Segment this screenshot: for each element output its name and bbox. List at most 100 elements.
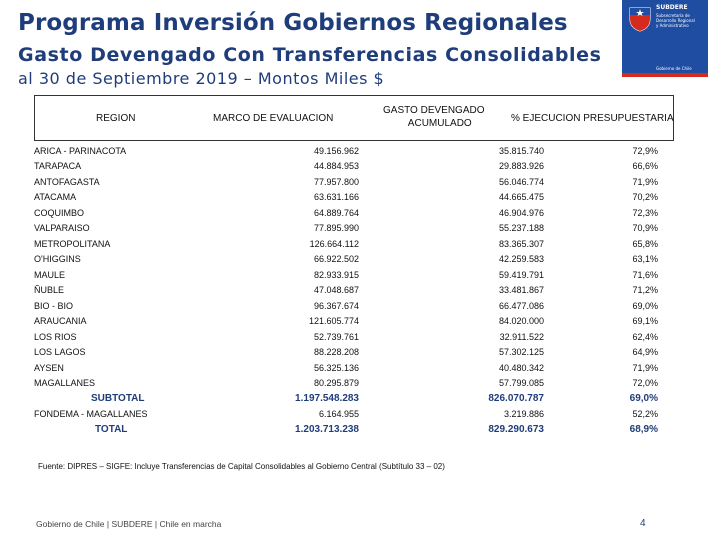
pct-cell: 66,6% [632, 161, 658, 172]
region-cell: METROPOLITANA [34, 238, 111, 249]
logo-red-bar [622, 73, 708, 77]
region-cell: TOTAL [95, 424, 128, 436]
marco-cell: 52.739.761 [313, 331, 359, 342]
header-region: REGION [96, 113, 136, 124]
marco-cell: 77.895.990 [313, 223, 359, 234]
marco-cell: 63.631.166 [313, 192, 359, 203]
table-row: LOS RIOS 52.739.761 32.911.522 62,4% [33, 329, 674, 345]
marco-cell: 56.325.136 [313, 362, 359, 373]
gasto-cell: 83.365.307 [498, 238, 544, 249]
marco-cell: 1.197.548.283 [295, 393, 359, 405]
table-header-frame [34, 95, 674, 141]
region-cell: ÑUBLE [34, 285, 65, 296]
marco-cell: 126.664.112 [309, 238, 359, 249]
region-cell: O'HIGGINS [34, 254, 81, 265]
logo-name: SUBDERE [656, 4, 688, 11]
gasto-cell: 57.302.125 [498, 347, 544, 358]
region-cell: MAGALLANES [34, 378, 96, 389]
gasto-cell: 66.477.086 [498, 300, 544, 311]
source-footnote: Fuente: DIPRES – SIGFE: Incluye Transfer… [38, 462, 445, 471]
gasto-cell: 33.481.867 [498, 285, 544, 296]
marco-cell: 1.203.713.238 [295, 424, 359, 436]
table-row: MAULE 82.933.915 59.419.791 71,6% [33, 267, 674, 283]
pct-cell: 71,9% [632, 176, 658, 187]
marco-cell: 77.957.800 [313, 176, 359, 187]
logo-subtitle: Subsecretaría de Desarrollo Regional y A… [656, 13, 695, 28]
date-line: al 30 de Septiembre 2019 – Montos Miles … [18, 69, 385, 88]
marco-cell: 49.156.962 [313, 145, 359, 156]
table-row: VALPARAISO 77.895.990 55.237.188 70,9% [33, 221, 674, 237]
table-row: SUBTOTAL 1.197.548.283 826.070.787 69,0% [33, 391, 674, 407]
logo-gob-text: Gobierno de Chile [656, 66, 692, 71]
table-row: TARAPACA 44.884.953 29.883.926 66,6% [33, 159, 674, 175]
region-cell: VALPARAISO [34, 223, 90, 234]
table-row: TOTAL 1.203.713.238 829.290.673 68,9% [33, 422, 674, 438]
gasto-cell: 826.070.787 [488, 393, 544, 405]
gasto-cell: 56.046.774 [498, 176, 544, 187]
marco-cell: 66.922.502 [313, 254, 359, 265]
pct-cell: 72,3% [632, 207, 658, 218]
table-row: ARICA - PARINACOTA 49.156.962 35.815.740 72… [33, 143, 674, 159]
table-body: ARICA - PARINACOTA 49.156.962 35.815.740 72… [33, 143, 674, 438]
table-row: METROPOLITANA 126.664.112 83.365.307 65,8% [33, 236, 674, 252]
subdere-logo: SUBDERE Subsecretaría de Desarrollo Regi… [622, 0, 708, 77]
page-title: Programa Inversión Gobiernos Regionales [18, 10, 568, 36]
pct-cell: 69,1% [632, 316, 658, 327]
pct-cell: 72,9% [632, 145, 658, 156]
gasto-cell: 29.883.926 [498, 161, 544, 172]
gasto-cell: 32.911.522 [499, 331, 544, 342]
marco-cell: 6.164.955 [318, 409, 359, 420]
table-row: FONDEMA - MAGALLANES 6.164.955 3.219.886 52… [33, 407, 674, 423]
region-cell: LOS RIOS [34, 331, 77, 342]
gasto-cell: 44.665.475 [498, 192, 544, 203]
marco-cell: 64.889.764 [313, 207, 359, 218]
marco-cell: 96.367.674 [313, 300, 359, 311]
gasto-cell: 55.237.188 [498, 223, 544, 234]
gasto-cell: 46.904.976 [498, 207, 544, 218]
marco-cell: 47.048.687 [313, 285, 359, 296]
region-cell: TARAPACA [34, 161, 82, 172]
pct-cell: 68,9% [629, 424, 658, 436]
header-pct: % EJECUCION PRESUPUESTARIA [511, 113, 674, 124]
pct-cell: 64,9% [632, 347, 658, 358]
table-row: AYSEN 56.325.136 40.480.342 71,9% [33, 360, 674, 376]
gasto-cell: 3.219.886 [503, 409, 544, 420]
region-cell: ARAUCANIA [34, 316, 87, 327]
gasto-cell: 829.290.673 [488, 424, 544, 436]
region-cell: ARICA - PARINACOTA [34, 145, 127, 156]
header-marco: MARCO DE EVALUACION [213, 113, 334, 124]
pct-cell: 63,1% [632, 254, 658, 265]
region-cell: ATACAMA [34, 192, 77, 203]
pct-cell: 62,4% [632, 331, 658, 342]
pct-cell: 71,9% [632, 362, 658, 373]
page-subtitle: Gasto Devengado Con Transferencias Conso… [18, 44, 602, 66]
gasto-cell: 59.419.791 [498, 269, 544, 280]
pct-cell: 70,2% [632, 192, 658, 203]
marco-cell: 80.295.879 [313, 378, 359, 389]
region-cell: MAULE [34, 269, 66, 280]
region-cell: ANTOFAGASTA [34, 176, 100, 187]
marco-cell: 88.228.208 [313, 347, 359, 358]
region-cell: COQUIMBO [34, 207, 85, 218]
pct-cell: 69,0% [629, 393, 658, 405]
table-row: O'HIGGINS 66.922.502 42.259.583 63,1% [33, 252, 674, 268]
pct-cell: 65,8% [632, 238, 658, 249]
budget-table: ARICA - PARINACOTA 49.156.962 35.815.740 72… [33, 143, 674, 438]
page-number: 4 [640, 518, 646, 529]
table-row: ARAUCANIA 121.605.774 84.020.000 69,1% [33, 314, 674, 330]
table-row: ÑUBLE 47.048.687 33.481.867 71,2% [33, 283, 674, 299]
gasto-cell: 42.259.583 [498, 254, 544, 265]
gasto-cell: 35.815.740 [498, 145, 544, 156]
footer-text: Gobierno de Chile | SUBDERE | Chile en m… [36, 519, 222, 529]
pct-cell: 70,9% [632, 223, 658, 234]
pct-cell: 52,2% [632, 409, 658, 420]
marco-cell: 121.605.774 [308, 316, 359, 327]
gasto-cell: 40.480.342 [498, 362, 544, 373]
marco-cell: 82.933.915 [313, 269, 359, 280]
table-row: COQUIMBO 64.889.764 46.904.976 72,3% [33, 205, 674, 221]
region-cell: FONDEMA - MAGALLANES [34, 409, 148, 420]
pct-cell: 71,6% [632, 269, 658, 280]
table-row: ANTOFAGASTA 77.957.800 56.046.774 71,9% [33, 174, 674, 190]
region-cell: LOS LAGOS [34, 347, 86, 358]
chile-shield-icon [629, 7, 651, 32]
